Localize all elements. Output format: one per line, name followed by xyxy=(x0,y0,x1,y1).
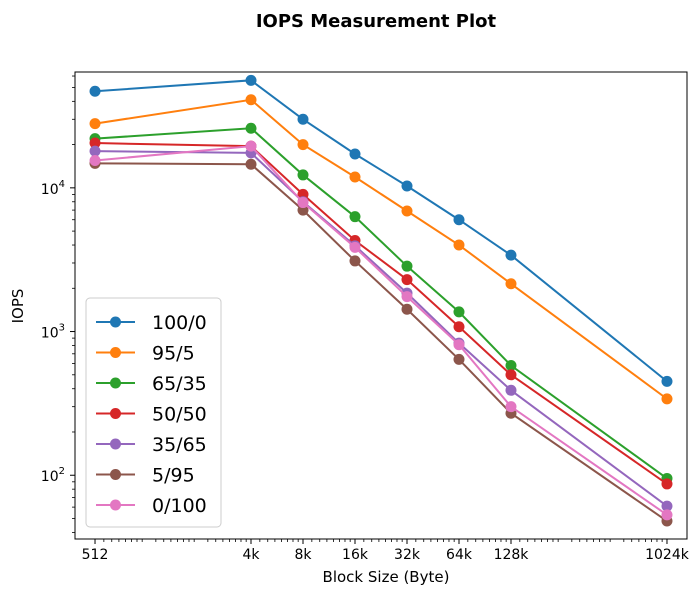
series-line xyxy=(95,150,668,507)
data-point xyxy=(661,509,673,521)
data-point xyxy=(89,145,101,157)
data-point xyxy=(297,204,309,216)
data-point xyxy=(297,197,309,209)
legend-swatch-marker xyxy=(110,499,121,511)
legend-label: 0/100 xyxy=(152,495,207,517)
series-100-0 xyxy=(89,74,673,387)
x-axis-ticks: 512 4k 8k 16k 32k 64k 128k 1024k xyxy=(82,539,690,563)
legend-label: 95/5 xyxy=(152,343,195,365)
data-point xyxy=(297,139,309,151)
data-point xyxy=(505,278,517,290)
series-line xyxy=(94,79,668,383)
data-point xyxy=(453,321,465,333)
x-tick-label: 8k xyxy=(294,547,312,563)
legend-label: 5/95 xyxy=(152,465,195,487)
x-tick-label: 32k xyxy=(394,547,421,563)
legend-item: 50/50 xyxy=(96,404,207,426)
series-line xyxy=(95,162,668,522)
series-line xyxy=(94,145,668,516)
data-point xyxy=(89,118,101,130)
y-tick-label: 104 xyxy=(41,179,65,198)
data-point xyxy=(401,274,413,286)
chart-title: IOPS Measurement Plot xyxy=(256,11,497,32)
legend-item: 35/65 xyxy=(96,434,207,456)
legend-item: 95/5 xyxy=(96,343,195,365)
data-point xyxy=(245,94,257,106)
data-point xyxy=(349,148,361,160)
series-line xyxy=(94,98,668,400)
x-tick-label: 1024k xyxy=(645,547,690,563)
series-35-65 xyxy=(89,145,673,512)
data-point xyxy=(453,339,465,351)
data-point xyxy=(297,169,309,181)
legend-swatch-marker xyxy=(110,316,121,328)
data-point xyxy=(349,211,361,223)
legend-swatch-marker xyxy=(110,469,121,480)
legend-item: 0/100 xyxy=(96,495,207,517)
data-point xyxy=(453,214,465,226)
data-point xyxy=(661,375,673,387)
data-point xyxy=(349,255,361,267)
data-point xyxy=(401,260,413,272)
series-line xyxy=(94,127,668,480)
data-point xyxy=(297,113,309,125)
data-point xyxy=(89,154,101,166)
legend: 100/0 95/5 65/35 50/50 35/65 5/95 0/100 xyxy=(85,297,222,528)
legend-item: 5/95 xyxy=(96,465,195,487)
y-tick-label: 102 xyxy=(41,466,65,485)
data-point xyxy=(505,384,517,396)
legend-label: 50/50 xyxy=(152,404,207,426)
legend-swatch-marker xyxy=(110,438,121,450)
data-point xyxy=(401,303,413,315)
y-tick-label: 103 xyxy=(41,323,65,342)
x-tick-label: 128k xyxy=(494,547,530,563)
data-point xyxy=(245,122,257,134)
series-0-100 xyxy=(89,140,673,521)
legend-label: 35/65 xyxy=(152,434,207,456)
data-point xyxy=(661,500,673,512)
data-point xyxy=(505,360,517,372)
data-point xyxy=(453,239,465,251)
x-tick-label: 16k xyxy=(342,547,369,563)
data-point xyxy=(453,306,465,318)
legend-swatch-marker xyxy=(110,377,121,389)
legend-item: 65/35 xyxy=(96,373,207,395)
legend-item: 100/0 xyxy=(96,312,207,334)
x-tick-label: 4k xyxy=(243,547,261,563)
x-tick-label: 64k xyxy=(446,547,473,563)
x-axis-label: Block Size (Byte) xyxy=(323,568,450,586)
data-point xyxy=(349,241,361,253)
y-axis-label: IOPS xyxy=(9,289,27,324)
legend-label: 100/0 xyxy=(152,312,207,334)
data-point xyxy=(349,171,361,183)
data-point xyxy=(661,393,673,405)
data-point xyxy=(401,180,413,192)
series-layer xyxy=(89,74,673,527)
data-point xyxy=(245,140,257,152)
data-point xyxy=(245,158,257,170)
data-point xyxy=(245,74,257,86)
data-point xyxy=(89,85,101,97)
legend-label: 65/35 xyxy=(152,373,207,395)
data-point xyxy=(89,137,101,149)
data-point xyxy=(453,353,465,365)
legend-swatch-marker xyxy=(110,347,121,358)
data-point xyxy=(505,249,517,261)
data-point xyxy=(505,401,517,413)
y-axis-ticks: 102 103 104 xyxy=(41,75,75,533)
series-95-5 xyxy=(89,94,673,405)
data-point xyxy=(401,291,413,303)
legend-swatch-marker xyxy=(110,408,121,419)
plot-area xyxy=(74,71,688,540)
x-tick-label: 512 xyxy=(82,547,109,563)
data-point xyxy=(661,478,673,490)
data-point xyxy=(505,369,517,381)
data-point xyxy=(401,205,413,217)
